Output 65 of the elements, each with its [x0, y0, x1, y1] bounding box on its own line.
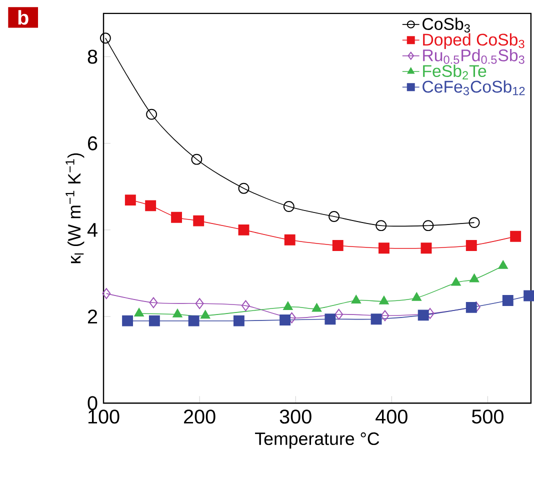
- point: [418, 310, 429, 321]
- point: [283, 302, 293, 310]
- point: [420, 242, 432, 254]
- legend-label: Doped CoSb$_{3}$: [423, 33, 524, 50]
- point: [498, 260, 508, 269]
- point: [145, 200, 156, 212]
- point: [351, 295, 361, 304]
- point: [328, 211, 340, 222]
- point: [100, 32, 111, 44]
- point: [312, 303, 322, 312]
- legend-label: CoSb$_{3}$: [422, 18, 470, 33]
- y-tick-label: 6: [88, 136, 98, 150]
- point: [468, 217, 480, 228]
- point: [502, 295, 514, 306]
- point: [238, 183, 250, 194]
- point: [195, 298, 204, 310]
- point: [370, 314, 382, 325]
- point: [466, 302, 477, 314]
- point: [200, 310, 210, 319]
- point: [280, 314, 291, 326]
- y-tick-label: 4: [87, 223, 98, 237]
- point: [124, 194, 136, 206]
- point: [191, 154, 202, 165]
- y-tick-label: 2: [88, 310, 98, 324]
- y-axis-title: κ$_{l}$ (W m$^{−1}$ K$^{−1}$): [66, 154, 84, 264]
- point: [376, 220, 387, 232]
- point: [233, 316, 244, 326]
- point: [134, 308, 144, 317]
- point: [332, 240, 344, 252]
- point: [412, 292, 422, 302]
- x-axis-title: Temperature °C: [255, 432, 380, 449]
- point: [510, 231, 522, 242]
- point: [284, 234, 296, 246]
- x-tick-label: 200: [184, 410, 216, 424]
- point: [380, 310, 390, 322]
- point: [238, 224, 250, 236]
- point: [451, 277, 461, 286]
- y-tick-label: 8: [88, 50, 98, 64]
- point: [149, 297, 158, 308]
- point: [102, 288, 111, 300]
- point: [422, 220, 434, 232]
- x-tick-label: 100: [88, 410, 120, 424]
- point: [146, 109, 158, 120]
- point: [334, 309, 344, 320]
- point: [283, 201, 294, 212]
- point: [171, 212, 182, 223]
- legend-label: CeFe$_{3}$CoSb$_{12}$: [422, 80, 525, 96]
- y-tick-label: 0: [88, 396, 98, 410]
- text: b: [18, 10, 28, 25]
- point: [241, 300, 250, 312]
- x-tick-label: 500: [472, 410, 504, 424]
- legend-label: FeSb$_{2}$Te: [423, 64, 486, 80]
- x-tick-label: 400: [376, 410, 408, 424]
- point: [466, 240, 477, 252]
- point: [324, 314, 336, 325]
- point: [122, 316, 134, 326]
- point: [188, 316, 200, 326]
- point: [148, 316, 160, 326]
- point: [469, 274, 480, 282]
- point: [378, 242, 390, 254]
- point: [172, 309, 182, 318]
- point: [379, 296, 389, 304]
- point: [193, 216, 204, 226]
- legend-label: Ru$_{0.5}$Pd$_{0.5}$Sb$_{3}$: [423, 49, 524, 64]
- x-tick-label: 300: [280, 410, 312, 424]
